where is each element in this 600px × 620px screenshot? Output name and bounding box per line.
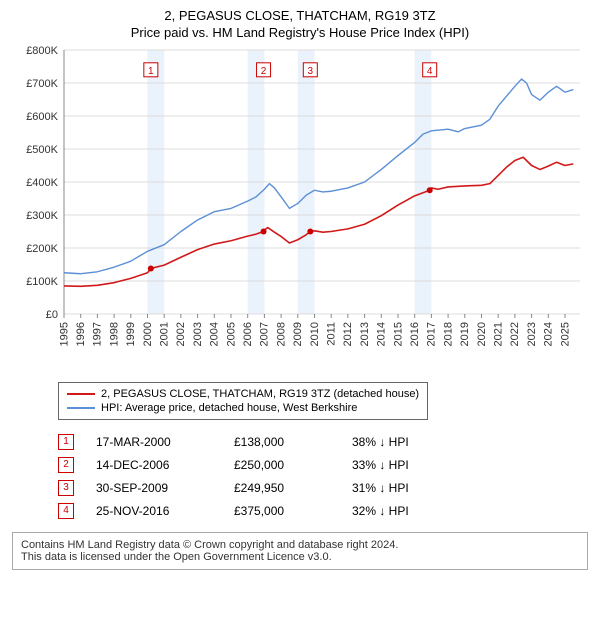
x-tick-label: 2004 xyxy=(209,322,221,346)
legend-swatch xyxy=(67,407,95,409)
row-price: £138,000 xyxy=(234,430,352,453)
marker-number: 3 xyxy=(308,66,314,77)
row-price: £249,950 xyxy=(234,476,352,499)
x-tick-label: 1998 xyxy=(108,322,120,346)
legend-swatch xyxy=(67,393,95,395)
x-tick-label: 2025 xyxy=(559,322,571,346)
x-tick-label: 2007 xyxy=(259,322,271,346)
row-hpi-delta: 33% ↓ HPI xyxy=(352,453,417,476)
x-tick-label: 2015 xyxy=(392,322,404,346)
x-tick-label: 2012 xyxy=(342,322,354,346)
title-subtitle: Price paid vs. HM Land Registry's House … xyxy=(12,25,588,40)
x-tick-label: 2018 xyxy=(442,322,454,346)
y-tick-label: £600K xyxy=(26,111,58,123)
title-block: 2, PEGASUS CLOSE, THATCHAM, RG19 3TZ Pri… xyxy=(12,8,588,40)
row-marker: 4 xyxy=(58,503,74,519)
chart-svg: £0 £100K £200K £300K £400K £500K £600K £700K £80… xyxy=(12,46,588,376)
row-date: 30-SEP-2009 xyxy=(96,476,234,499)
x-tick-label: 2005 xyxy=(225,322,237,346)
y-tick-label: £200K xyxy=(26,243,58,255)
y-tick-label: £400K xyxy=(26,177,58,189)
x-tick-label: 2002 xyxy=(175,322,187,346)
x-tick-label: 1999 xyxy=(125,322,137,346)
x-tick-label: 2021 xyxy=(492,322,504,346)
row-date: 25-NOV-2016 xyxy=(96,499,234,522)
y-tick-label: £0 xyxy=(46,309,58,321)
y-tick-label: £300K xyxy=(26,210,58,222)
legend-label: 2, PEGASUS CLOSE, THATCHAM, RG19 3TZ (de… xyxy=(101,388,419,400)
row-hpi-delta: 38% ↓ HPI xyxy=(352,430,417,453)
row-price: £375,000 xyxy=(234,499,352,522)
row-hpi-delta: 32% ↓ HPI xyxy=(352,499,417,522)
transaction-table: 1 17-MAR-2000£138,00038% ↓ HPI 2 14-DEC-200… xyxy=(58,430,417,522)
x-tick-label: 2003 xyxy=(192,322,204,346)
row-marker: 3 xyxy=(58,480,74,496)
figure-container: 2, PEGASUS CLOSE, THATCHAM, RG19 3TZ Pri… xyxy=(0,0,600,578)
legend-row: 2, PEGASUS CLOSE, THATCHAM, RG19 3TZ (de… xyxy=(67,387,419,401)
x-tick-label: 2013 xyxy=(359,322,371,346)
x-tick-label: 2010 xyxy=(309,322,321,346)
x-tick-label: 1997 xyxy=(92,322,104,346)
marker-number: 2 xyxy=(261,66,267,77)
title-address: 2, PEGASUS CLOSE, THATCHAM, RG19 3TZ xyxy=(12,8,588,23)
table-row: 4 25-NOV-2016£375,00032% ↓ HPI xyxy=(58,499,417,522)
x-tick-label: 2008 xyxy=(275,322,287,346)
x-tick-label: 2000 xyxy=(142,322,154,346)
x-tick-label: 2019 xyxy=(459,322,471,346)
row-hpi-delta: 31% ↓ HPI xyxy=(352,476,417,499)
x-tick-label: 2024 xyxy=(543,322,555,346)
series-line xyxy=(64,157,573,286)
x-tick-label: 2009 xyxy=(292,322,304,346)
marker-dot xyxy=(148,265,154,271)
legend: 2, PEGASUS CLOSE, THATCHAM, RG19 3TZ (de… xyxy=(58,382,428,420)
footer-line2: This data is licensed under the Open Gov… xyxy=(21,551,579,563)
y-tick-label: £700K xyxy=(26,78,58,90)
marker-number: 4 xyxy=(427,66,433,77)
row-marker: 2 xyxy=(58,457,74,473)
x-tick-label: 2016 xyxy=(409,322,421,346)
x-tick-label: 2022 xyxy=(509,322,521,346)
row-date: 14-DEC-2006 xyxy=(96,453,234,476)
y-tick-label: £100K xyxy=(26,276,58,288)
x-tick-label: 2006 xyxy=(242,322,254,346)
marker-dot xyxy=(307,229,313,235)
row-date: 17-MAR-2000 xyxy=(96,430,234,453)
x-tick-label: 1996 xyxy=(75,322,87,346)
footer-line1: Contains HM Land Registry data © Crown c… xyxy=(21,539,579,551)
table-row: 1 17-MAR-2000£138,00038% ↓ HPI xyxy=(58,430,417,453)
legend-row: HPI: Average price, detached house, West… xyxy=(67,401,419,415)
chart: £0 £100K £200K £300K £400K £500K £600K £700K £80… xyxy=(12,46,588,376)
y-tick-label: £800K xyxy=(26,46,58,57)
x-tick-label: 2023 xyxy=(526,322,538,346)
table-row: 2 14-DEC-2006£250,00033% ↓ HPI xyxy=(58,453,417,476)
legend-label: HPI: Average price, detached house, West… xyxy=(101,402,357,414)
row-price: £250,000 xyxy=(234,453,352,476)
x-tick-label: 2017 xyxy=(426,322,438,346)
row-marker: 1 xyxy=(58,434,74,450)
footer-attribution: Contains HM Land Registry data © Crown c… xyxy=(12,532,588,570)
x-tick-label: 2020 xyxy=(476,322,488,346)
x-tick-label: 2011 xyxy=(325,322,337,346)
marker-number: 1 xyxy=(148,66,154,77)
y-tick-label: £500K xyxy=(26,144,58,156)
x-tick-label: 1995 xyxy=(58,322,70,346)
table-row: 3 30-SEP-2009£249,95031% ↓ HPI xyxy=(58,476,417,499)
x-tick-label: 2001 xyxy=(158,322,170,346)
marker-dot xyxy=(261,229,267,235)
x-tick-label: 2014 xyxy=(376,322,388,346)
marker-dot xyxy=(427,187,433,193)
